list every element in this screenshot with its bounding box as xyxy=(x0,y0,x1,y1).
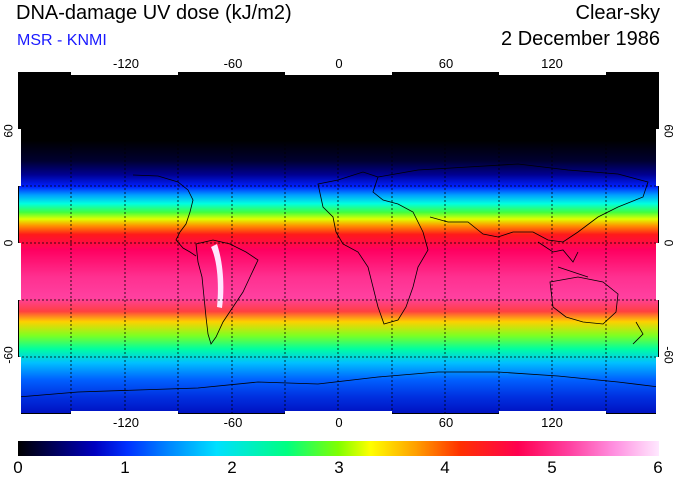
map-date: 2 December 1986 xyxy=(501,28,660,50)
frame-scale-bars xyxy=(18,72,659,414)
colorbar-tick: 2 xyxy=(227,458,237,477)
lon-tick-bottom: -120 xyxy=(112,415,140,430)
colorbar-tick: 6 xyxy=(653,458,663,477)
map-title: DNA-damage UV dose (kJ/m2) xyxy=(16,2,292,24)
lon-tick-top: -60 xyxy=(223,56,243,71)
map-source: MSR - KNMI xyxy=(17,32,107,49)
lon-tick-top: -120 xyxy=(112,56,140,71)
lon-tick-bottom: 0 xyxy=(335,415,343,430)
colorbar-tick: 3 xyxy=(334,458,344,477)
lon-tick-bottom: 120 xyxy=(541,415,563,430)
lon-tick-top: 0 xyxy=(335,56,343,71)
colorbar-tick: 0 xyxy=(13,458,23,477)
lon-tick-bottom: 60 xyxy=(438,415,454,430)
lon-tick-top: 60 xyxy=(438,56,454,71)
sky-condition: Clear-sky xyxy=(575,2,660,24)
lon-tick-bottom: -60 xyxy=(223,415,243,430)
colorbar-tick: 5 xyxy=(547,458,557,477)
colorbar-tick: 4 xyxy=(440,458,450,477)
lat-tick-right: -60 xyxy=(661,346,676,364)
graticule xyxy=(18,72,659,414)
lat-tick-left: 0 xyxy=(1,239,16,247)
lat-tick-right: 60 xyxy=(661,124,676,138)
coastlines xyxy=(18,163,659,398)
lon-tick-top: 120 xyxy=(541,56,563,71)
color-scale-bar xyxy=(18,441,659,456)
lat-tick-right: 0 xyxy=(661,239,676,247)
colorbar-tick: 1 xyxy=(120,458,130,477)
lat-tick-left: 60 xyxy=(1,124,16,138)
uv-dose-map xyxy=(18,72,659,414)
andes-high-dose xyxy=(211,244,224,308)
lat-tick-left: -60 xyxy=(1,346,16,364)
